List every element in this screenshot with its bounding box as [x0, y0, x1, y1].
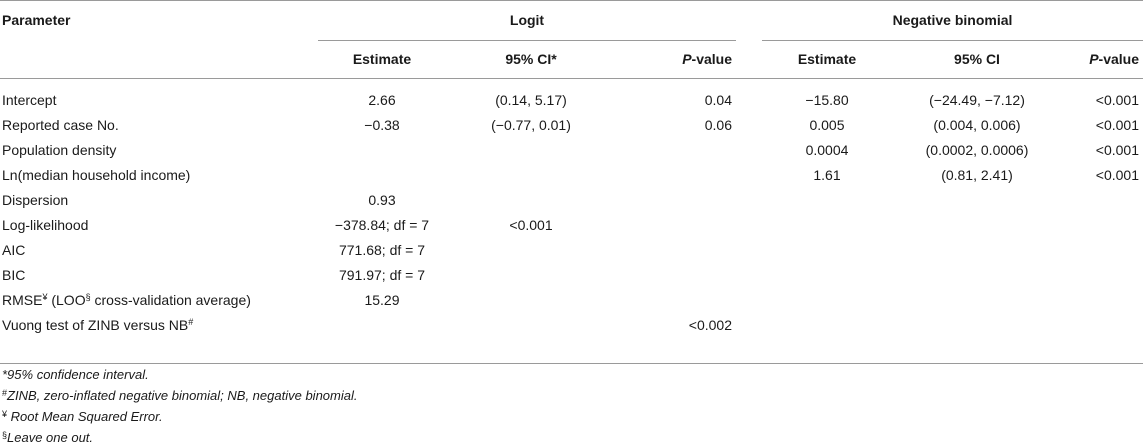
logit-estimate-cell: −378.84; df = 7	[334, 217, 430, 233]
nb-ci-cell	[892, 238, 1062, 263]
logit-pvalue-cell	[616, 213, 736, 238]
param-cell: Population density	[2, 142, 117, 158]
footnote: §Leave one out.	[2, 430, 94, 445]
logit-ci-cell	[446, 263, 616, 288]
nb-estimate-cell	[762, 188, 892, 213]
nb-pvalue-cell: <0.001	[1095, 142, 1139, 158]
param-cell: AIC	[2, 242, 26, 258]
table-row: Intercept 2.66 (0.14, 5.17) 0.04 −15.80 …	[0, 88, 1143, 113]
nb-pvalue-cell: <0.001	[1095, 117, 1139, 133]
table-row: BIC 791.97; df = 7	[0, 263, 1143, 288]
nb-ci-cell	[892, 213, 1062, 238]
logit-ci-cell	[446, 163, 616, 188]
logit-estimate-cell: 791.97; df = 7	[338, 267, 426, 283]
nb-estimate-cell	[762, 238, 892, 263]
param-cell: Ln(median household income)	[2, 167, 191, 183]
logit-ci-cell	[446, 138, 616, 163]
param-cell: Log-likelihood	[2, 217, 89, 233]
param-cell: Intercept	[2, 92, 57, 108]
logit-estimate-cell: 0.93	[368, 192, 396, 208]
logit-pvalue-cell	[616, 263, 736, 288]
logit-pvalue-cell	[616, 188, 736, 213]
nb-estimate-cell: −15.80	[805, 92, 849, 108]
header-logit-estimate: Estimate	[352, 51, 412, 67]
nb-ci-cell: (−24.49, −7.12)	[929, 92, 1025, 108]
logit-estimate-cell: 15.29	[364, 292, 400, 308]
logit-estimate-cell	[318, 163, 446, 188]
param-cell: Vuong test of ZINB versus NB#	[2, 317, 194, 333]
header-logit-pvalue: P-value	[682, 51, 732, 67]
header-nb-pvalue: P-value	[1089, 51, 1139, 67]
rule-under-logit	[318, 40, 736, 41]
rule-under-header	[0, 78, 1143, 79]
nb-estimate-cell: 0.005	[809, 117, 845, 133]
table-row: Dispersion 0.93	[0, 188, 1143, 213]
logit-ci-cell: <0.001	[509, 217, 553, 233]
nb-estimate-cell: 1.61	[813, 167, 841, 183]
nb-pvalue-cell	[1062, 263, 1143, 288]
logit-pvalue-cell	[616, 138, 736, 163]
header-row-top: Parameter Logit Negative binomial	[0, 0, 1143, 40]
nb-pvalue-cell	[1062, 188, 1143, 213]
rule-bottom	[0, 363, 1143, 364]
header-row-sub: Estimate 95% CI* P-value Estimate 95% CI…	[0, 40, 1143, 78]
nb-estimate-cell: 0.0004	[805, 142, 849, 158]
top-rule	[0, 0, 1143, 1]
header-negative-binomial: Negative binomial	[892, 12, 1013, 28]
nb-pvalue-cell	[1062, 238, 1143, 263]
logit-pvalue-cell: 0.04	[704, 92, 732, 108]
header-nb-estimate: Estimate	[797, 51, 857, 67]
table-row: Population density 0.0004 (0.0002, 0.000…	[0, 138, 1143, 163]
table-row: AIC 771.68; df = 7	[0, 238, 1143, 263]
table-row: Ln(median household income) 1.61 (0.81, …	[0, 163, 1143, 188]
table-row: Log-likelihood −378.84; df = 7 <0.001	[0, 213, 1143, 238]
results-table: Parameter Logit Negative binomial Estima…	[0, 0, 1143, 338]
param-cell: Reported case No.	[2, 117, 119, 133]
nb-ci-cell	[892, 263, 1062, 288]
nb-pvalue-cell	[1062, 213, 1143, 238]
nb-ci-cell: (0.004, 0.006)	[933, 117, 1021, 133]
nb-ci-cell	[892, 188, 1062, 213]
footnote: ¥ Root Mean Squared Error.	[2, 409, 163, 424]
table-row: Reported case No. −0.38 (−0.77, 0.01) 0.…	[0, 113, 1143, 138]
logit-estimate-cell	[318, 138, 446, 163]
rule-under-nb	[762, 40, 1143, 41]
header-logit: Logit	[509, 12, 545, 28]
param-cell: BIC	[2, 267, 26, 283]
table-row-rmse: RMSE¥ (LOO§ cross-validation average) 15…	[0, 288, 1143, 313]
logit-pvalue-cell: <0.002	[688, 317, 732, 333]
logit-pvalue-cell	[616, 163, 736, 188]
logit-pvalue-cell	[616, 238, 736, 263]
nb-estimate-cell	[762, 213, 892, 238]
table-row-vuong: Vuong test of ZINB versus NB# <0.002	[0, 313, 1143, 338]
logit-estimate-cell: 771.68; df = 7	[338, 242, 426, 258]
footnote: #ZINB, zero-inflated negative binomial; …	[2, 388, 358, 403]
footnotes: *95% confidence interval. #ZINB, zero-in…	[2, 364, 357, 448]
param-cell: Dispersion	[2, 192, 69, 208]
footnote: *95% confidence interval.	[2, 367, 149, 382]
logit-ci-cell: (−0.77, 0.01)	[491, 117, 571, 133]
header-parameter: Parameter	[2, 12, 71, 28]
nb-ci-cell: (0.81, 2.41)	[941, 167, 1013, 183]
logit-ci-cell: (0.14, 5.17)	[495, 92, 567, 108]
nb-pvalue-cell: <0.001	[1095, 92, 1139, 108]
nb-estimate-cell	[762, 263, 892, 288]
header-nb-ci: 95% CI	[954, 51, 1000, 67]
param-cell: RMSE¥ (LOO§ cross-validation average)	[2, 292, 251, 308]
header-logit-ci: 95% CI*	[505, 51, 557, 67]
logit-estimate-cell: −0.38	[364, 117, 400, 133]
logit-pvalue-cell: 0.06	[704, 117, 732, 133]
logit-ci-cell	[446, 238, 616, 263]
logit-ci-cell	[446, 188, 616, 213]
nb-ci-cell: (0.0002, 0.0006)	[925, 142, 1029, 158]
logit-estimate-cell: 2.66	[368, 92, 396, 108]
nb-pvalue-cell: <0.001	[1095, 167, 1139, 183]
